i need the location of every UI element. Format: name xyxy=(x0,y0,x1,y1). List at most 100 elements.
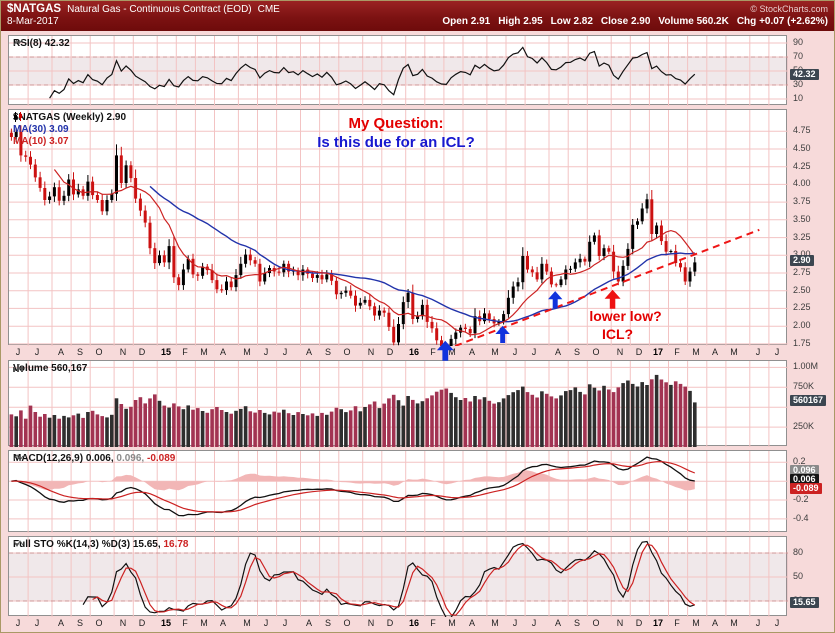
month-label: J xyxy=(531,618,537,628)
quote-volume-label: Volume xyxy=(658,16,694,27)
macd-hist-value: -0.089 xyxy=(147,453,176,464)
ma30-label: MA(30) 3.09 xyxy=(13,124,69,135)
axis-tick-label: 30 xyxy=(793,79,804,89)
axis-tick-label: 3.25 xyxy=(793,232,811,242)
axis-tick-label: 80 xyxy=(793,547,804,557)
axis-tick-label: 2.50 xyxy=(793,285,811,295)
price-title-line: $NATGAS (Weekly) 2.90 xyxy=(13,112,126,124)
month-label: O xyxy=(343,618,351,628)
month-label: A xyxy=(554,618,561,628)
month-label: J xyxy=(755,618,761,628)
macd-axis: 0.2 -0.2 -0.4 0.096 0.006 -0.089 xyxy=(790,450,834,532)
month-label: D xyxy=(386,618,394,628)
volume-panel: Volume 560,167 xyxy=(8,360,788,447)
price-axis: 4.75 4.50 4.25 4.00 3.75 3.50 3.25 3.00 2.75 2.50… xyxy=(790,109,834,348)
month-label: S xyxy=(573,347,580,357)
month-label: M xyxy=(448,618,456,628)
stochastic-label-text: Full STO %K(14,3) %D(3) xyxy=(13,539,131,550)
month-label: D xyxy=(138,347,146,357)
month-label: M xyxy=(200,347,208,357)
quote-low-value: 2.82 xyxy=(573,16,593,27)
quote-low-label: Low xyxy=(550,16,571,27)
month-label: O xyxy=(95,347,103,357)
axis-tick-label: 70 xyxy=(793,51,804,61)
rsi-axis: 907050301042.32 xyxy=(790,35,834,105)
axis-tick-label: 250K xyxy=(793,421,815,431)
month-label: S xyxy=(573,618,580,628)
month-label: J xyxy=(263,618,269,628)
quote-chg-label: Chg xyxy=(736,16,757,27)
volume-value: 560,167 xyxy=(51,363,88,374)
macd-plot xyxy=(9,451,788,533)
month-label: 15 xyxy=(160,618,171,628)
month-label: F xyxy=(182,618,188,628)
month-label: J xyxy=(34,347,40,357)
quote-summary: Open 2.91 High 2.95 Low 2.82 Close 2.90 … xyxy=(442,16,828,27)
axis-value-box: 0.096 xyxy=(790,465,819,476)
month-label: J xyxy=(531,347,537,357)
month-label: A xyxy=(468,618,475,628)
axis-tick-label: 2.00 xyxy=(793,320,811,330)
quote-high-value: 2.95 xyxy=(523,16,543,27)
month-label: J xyxy=(15,347,21,357)
price-title-text: $NATGAS (Weekly) xyxy=(13,112,104,123)
month-label: M xyxy=(730,618,738,628)
axis-tick-label: 1.00M xyxy=(793,361,819,371)
month-label: J xyxy=(755,347,761,357)
axis-tick-label: -0.2 xyxy=(793,494,809,504)
volume-bars-icon xyxy=(13,364,23,372)
month-label: M xyxy=(692,618,700,628)
stochastic-label: Full STO %K(14,3) %D(3) 15.65, 16.78 xyxy=(13,539,188,551)
month-label: O xyxy=(343,347,351,357)
axis-tick-label: 90 xyxy=(793,37,804,47)
month-label: 16 xyxy=(408,347,419,357)
rsi-label: RSI(8) 42.32 xyxy=(13,38,70,50)
annotation-question-line1: My Question: xyxy=(348,115,444,132)
axis-tick-label: 50 xyxy=(793,571,804,581)
month-label: M xyxy=(491,618,499,628)
macd-panel: MACD(12,26,9) 0.006, 0.096, -0.089 xyxy=(8,450,788,533)
month-label: 15 xyxy=(160,347,171,357)
month-label: A xyxy=(711,347,718,357)
month-label: S xyxy=(76,347,83,357)
quote-volume-value: 560.2K xyxy=(696,16,729,27)
axis-tick-label: 1.75 xyxy=(793,338,811,348)
rsi-value: 42.32 xyxy=(44,38,70,49)
month-label: O xyxy=(95,618,103,628)
month-label: N xyxy=(367,347,375,357)
quote-open-value: 2.91 xyxy=(470,16,491,27)
month-label: F xyxy=(674,347,680,357)
quote-high-label: High xyxy=(498,16,521,27)
axis-tick-label: 2.75 xyxy=(793,267,811,277)
ma10-label: MA(10) 3.07 xyxy=(13,136,69,147)
stochastic-icon xyxy=(13,540,24,547)
annotation-question-line2: Is this due for an ICL? xyxy=(317,134,475,151)
macd-label: MACD(12,26,9) 0.006, 0.096, -0.089 xyxy=(13,453,175,465)
month-label: 16 xyxy=(408,618,419,628)
volume-axis: 1.00M 750K 250K 560167 xyxy=(790,360,834,446)
macd-label-text: MACD(12,26,9) xyxy=(13,453,84,464)
stochastic-d-value: 16.78 xyxy=(163,539,189,550)
chart-date: 8-Mar-2017 xyxy=(7,16,59,27)
month-label: S xyxy=(324,347,331,357)
month-label: M xyxy=(692,347,700,357)
month-label: J xyxy=(282,618,288,628)
quote-volume: Volume 560.2K xyxy=(658,16,728,27)
month-label: J xyxy=(774,618,780,628)
macd-value: 0.006, xyxy=(85,453,114,464)
month-label: S xyxy=(324,618,331,628)
axis-value-box: 560167 xyxy=(790,395,827,406)
axis-tick-label: 750K xyxy=(793,381,815,391)
axis-tick-label: 4.75 xyxy=(793,125,811,135)
month-label: A xyxy=(305,347,312,357)
month-label: S xyxy=(76,618,83,628)
month-label: J xyxy=(263,347,269,357)
month-label: O xyxy=(592,618,600,628)
month-label: A xyxy=(57,347,64,357)
exchange-code: CME xyxy=(257,4,280,15)
quote-low: Low 2.82 xyxy=(551,16,593,27)
month-label: J xyxy=(282,347,288,357)
chart-header: $NATGAS Natural Gas - Continuous Contrac… xyxy=(1,1,834,31)
ticker-symbol: $NATGAS xyxy=(7,3,62,15)
month-label: A xyxy=(468,347,475,357)
